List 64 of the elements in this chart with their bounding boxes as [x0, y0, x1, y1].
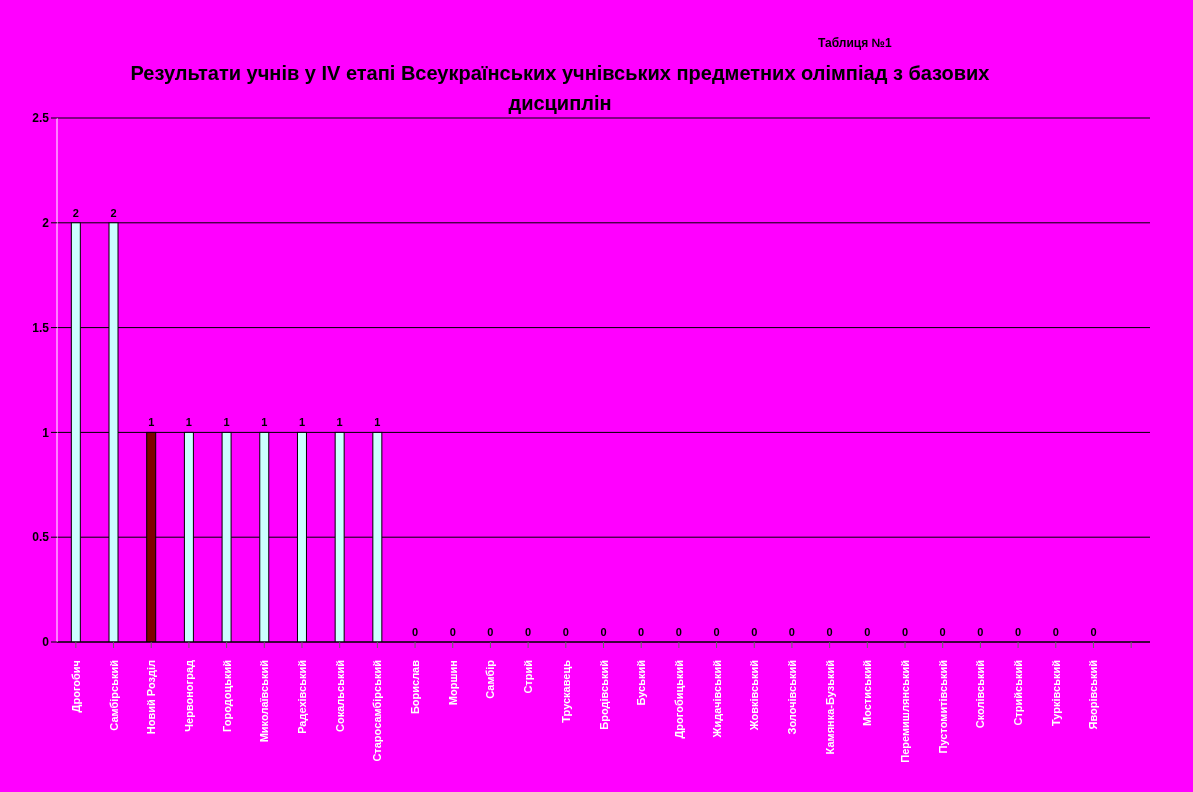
data-label: 1: [185, 416, 192, 429]
data-label: 0: [1015, 626, 1022, 638]
data-label: 1: [336, 416, 343, 429]
data-label: 0: [638, 626, 645, 638]
data-label: 1: [298, 416, 306, 429]
x-tick-label: Дрогобицький: [672, 660, 685, 739]
data-label: 2: [110, 206, 117, 219]
y-tick-label: 0.5: [32, 530, 50, 545]
data-label: 0: [1090, 626, 1097, 638]
x-tick-label: Сокальський: [333, 660, 346, 732]
y-tick-label: 0: [42, 635, 50, 650]
data-label: 0: [713, 626, 720, 638]
data-label: 0: [939, 626, 946, 638]
x-tick-label: Сколівський: [974, 660, 987, 729]
x-tick-label: Золочівський: [785, 660, 798, 735]
data-label: 1: [261, 416, 268, 429]
x-tick-label: Трускавець: [559, 659, 572, 723]
x-tick-label: Миколаївський: [258, 660, 271, 743]
data-label: 0: [864, 626, 871, 638]
x-tick-label: Буський: [635, 660, 648, 706]
data-label: 0: [675, 626, 682, 638]
x-tick-label: Перемишлянський: [899, 660, 912, 763]
x-tick-label: Пустомитівський: [936, 660, 949, 754]
data-label: 0: [411, 626, 419, 638]
x-tick-label: Самбір: [484, 659, 497, 699]
data-label: 2: [72, 206, 79, 219]
data-label: 0: [826, 626, 833, 638]
x-tick-label: Дрогобич: [69, 660, 82, 713]
x-tick-label: Новий Розділ: [145, 659, 158, 735]
chart-title: Результати учнів у IV етапі Всеукраїнських учнівських предметних олімпіад з базових дисциплін: [129, 61, 991, 116]
x-tick-label: Стрийський: [1012, 660, 1025, 726]
data-label: 0: [449, 626, 456, 638]
data-label: 0: [1052, 626, 1059, 638]
x-tick-label: Бродівський: [597, 660, 610, 730]
x-tick-label: Старосамбірський: [371, 660, 384, 762]
x-tick-label: Самбірський: [107, 660, 120, 731]
y-tick-label: 1.5: [32, 320, 50, 335]
x-tick-label: Камянка-Бузький: [823, 660, 836, 755]
data-label: 0: [562, 626, 569, 638]
data-label: 0: [901, 626, 909, 638]
x-tick-label: Червоноград: [182, 659, 195, 732]
data-label: 1: [223, 416, 230, 429]
x-tick-label: Турківський: [1049, 660, 1062, 726]
y-tick-label: 2.5: [32, 111, 50, 126]
data-label: 0: [600, 626, 607, 638]
x-tick-label: Жовківський: [748, 660, 761, 732]
data-label: 1: [374, 416, 381, 429]
data-label: 0: [788, 626, 795, 638]
data-label: 0: [487, 626, 494, 638]
x-tick-label: Стрий: [522, 660, 535, 694]
x-tick-label: Жидачівський: [710, 660, 723, 739]
x-tick-label: Моршин: [446, 660, 459, 706]
x-tick-label: Городоцький: [220, 660, 233, 732]
data-label: 1: [148, 416, 155, 429]
y-tick-label: 2: [42, 216, 50, 231]
text: Таблиця №1: [818, 36, 892, 50]
data-label: 0: [525, 626, 532, 638]
data-label: 0: [977, 626, 984, 638]
x-tick-label: Борислав: [409, 659, 422, 715]
x-tick-label: Яворівський: [1087, 660, 1100, 730]
x-tick-label: Мостиський: [861, 660, 874, 726]
y-tick-label: 1: [42, 425, 50, 440]
data-label: 0: [751, 626, 758, 638]
x-tick-label: Радехівський: [295, 660, 308, 734]
